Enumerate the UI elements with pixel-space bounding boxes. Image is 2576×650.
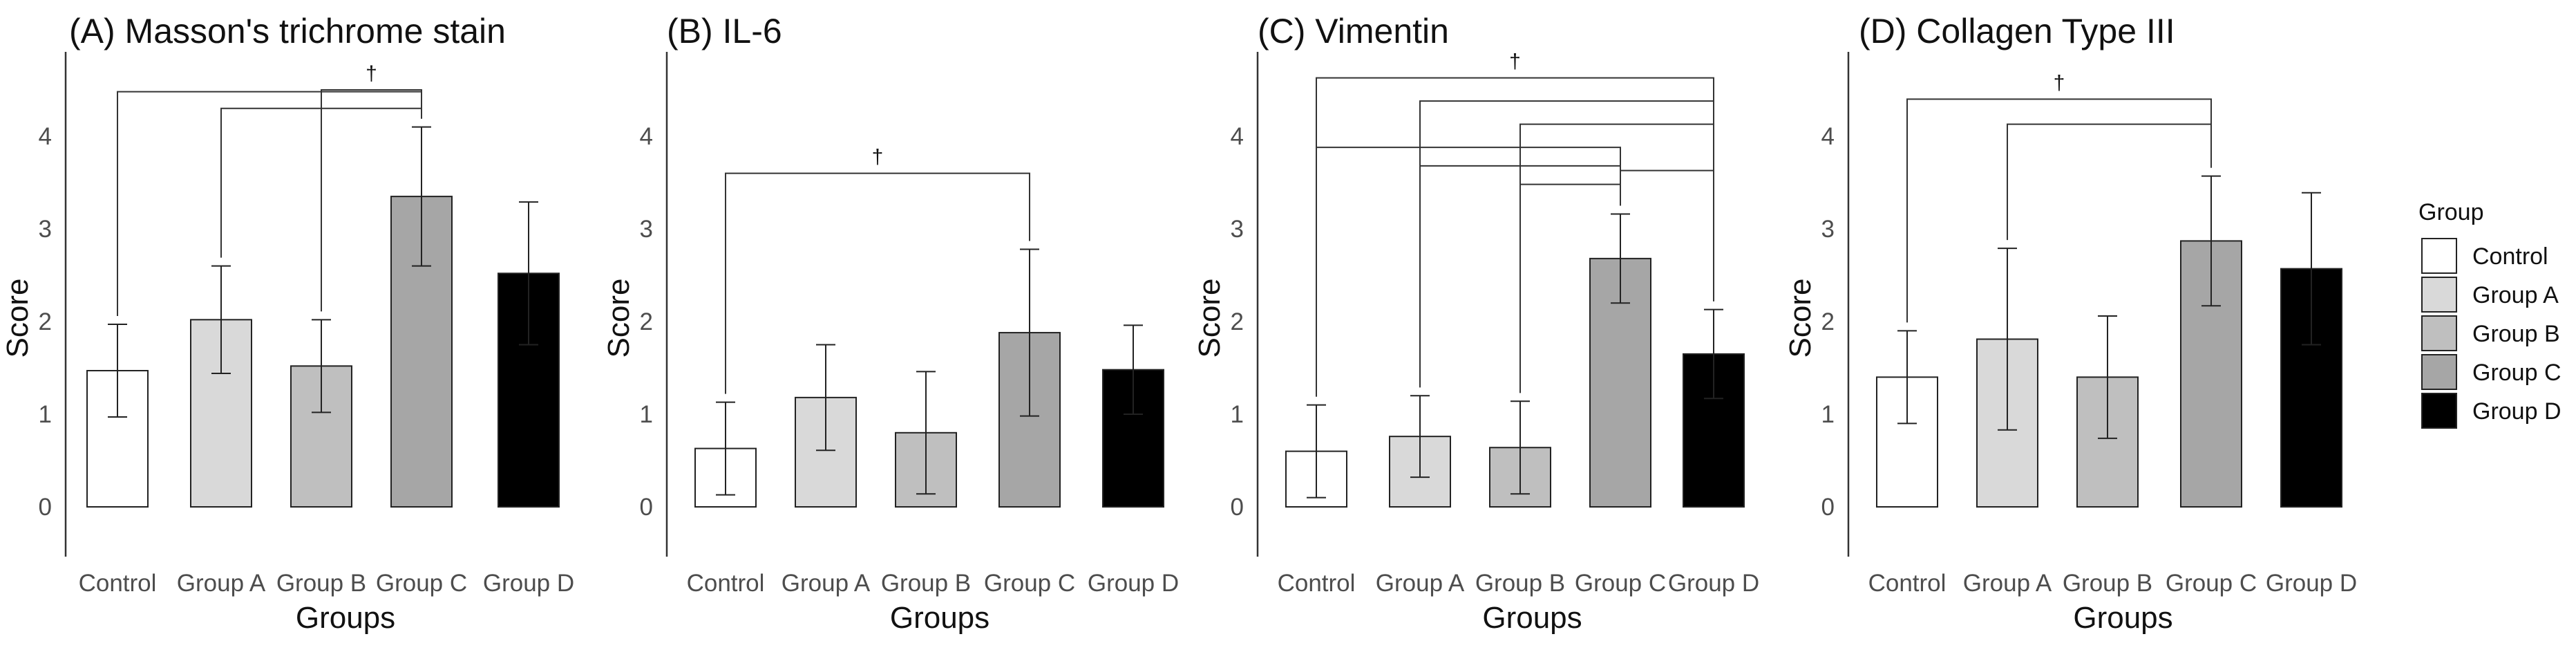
panel-1: (A) Masson's trichrome stain 0 1 2 3 4 Score Gr… (1, 12, 574, 635)
y-tick-label: 3 (39, 216, 52, 243)
x-tick-label: Group D (483, 570, 574, 597)
y-tick-label: 0 (640, 494, 653, 521)
y-tick-label: 4 (640, 123, 653, 150)
y-tick-label: 1 (1821, 401, 1835, 428)
panel-4: (D) Collagen Type III 0 1 2 3 4 Score Groups Con… (1783, 12, 2357, 635)
panel-title: (C) Vimentin (1258, 12, 1449, 50)
significance-bracket (725, 172, 1030, 394)
legend: Group Control Group A Group B Group C Group D (2418, 199, 2561, 429)
y-tick-label: 2 (640, 308, 653, 335)
x-tick-label: Control (1868, 570, 1947, 597)
panel-title: (D) Collagen Type III (1859, 12, 2175, 50)
y-tick-label: 3 (640, 216, 653, 243)
significance-bracket (1620, 169, 1714, 301)
panel-title: (B) IL-6 (667, 12, 782, 50)
x-tick-label: Group B (276, 570, 366, 597)
significance-bracket (117, 91, 422, 317)
x-tick-label: Group C (1575, 570, 1666, 597)
panel-3: (C) Vimentin 0 1 2 3 4 Score Groups Control Group… (1193, 12, 1759, 635)
y-tick-label: 3 (1231, 216, 1244, 243)
x-tick-label: Group A (177, 570, 266, 597)
significance-bracket (321, 89, 422, 312)
y-tick-label: 1 (39, 401, 52, 428)
y-tick-label: 3 (1821, 216, 1835, 243)
significance-marker: † (872, 146, 884, 169)
x-tick-label: Control (1278, 570, 1356, 597)
y-tick-label: 1 (640, 401, 653, 428)
legend-label: Control (2472, 243, 2548, 270)
legend-swatch (2421, 277, 2457, 313)
x-tick-label: Group A (782, 570, 871, 597)
significance-marker: † (2054, 71, 2065, 94)
y-tick-label: 4 (39, 123, 52, 150)
y-axis-label: Score (1783, 279, 1817, 358)
significance-marker: † (1509, 50, 1521, 73)
y-tick-label: 0 (1231, 494, 1244, 521)
y-axis-label: Score (1, 279, 35, 358)
y-tick-label: 4 (1821, 123, 1835, 150)
y-axis-label: Score (602, 279, 636, 358)
x-axis-label: Groups (2073, 601, 2172, 635)
x-tick-label: Group A (1963, 570, 2052, 597)
x-tick-label: Group B (1475, 570, 1565, 597)
legend-label: Group D (2472, 398, 2561, 425)
significance-bracket (1316, 77, 1714, 397)
x-axis-label: Groups (296, 601, 395, 635)
legend-swatch (2421, 393, 2457, 429)
significance-marker: † (366, 62, 377, 85)
y-tick-label: 4 (1231, 123, 1244, 150)
x-tick-label: Group D (2266, 570, 2357, 597)
y-tick-label: 0 (39, 494, 52, 521)
legend-swatch (2421, 354, 2457, 390)
x-axis-label: Groups (890, 601, 989, 635)
y-tick-label: 0 (1821, 494, 1835, 521)
legend-swatch (2421, 238, 2457, 274)
x-tick-label: Group B (881, 570, 971, 597)
x-tick-label: Group D (1088, 570, 1179, 597)
x-tick-label: Group C (984, 570, 1075, 597)
significance-bracket (2007, 123, 2212, 241)
y-axis-label: Score (1193, 279, 1227, 358)
panel-2: (B) IL-6 0 1 2 3 4 Score Groups Control Group A Gr… (602, 12, 1179, 635)
x-tick-label: Control (687, 570, 765, 597)
x-tick-label: Control (79, 570, 157, 597)
panel-title: (A) Masson's trichrome stain (69, 12, 506, 50)
y-tick-label: 2 (1231, 308, 1244, 335)
legend-label: Group C (2472, 360, 2561, 386)
legend-label: Group B (2472, 321, 2560, 347)
x-tick-label: Group D (1668, 570, 1759, 597)
legend-title: Group (2418, 199, 2484, 225)
legend-label: Group A (2472, 282, 2559, 308)
x-tick-label: Group C (2166, 570, 2257, 597)
x-axis-label: Groups (1482, 601, 1582, 635)
x-tick-label: Group A (1376, 570, 1465, 597)
y-tick-label: 2 (39, 308, 52, 335)
y-tick-label: 1 (1231, 401, 1244, 428)
legend-swatch (2421, 315, 2457, 351)
x-tick-label: Group C (376, 570, 467, 597)
significance-bracket (1419, 100, 1714, 388)
significance-bracket (1906, 98, 2212, 323)
x-tick-label: Group B (2063, 570, 2152, 597)
y-tick-label: 2 (1821, 308, 1835, 335)
